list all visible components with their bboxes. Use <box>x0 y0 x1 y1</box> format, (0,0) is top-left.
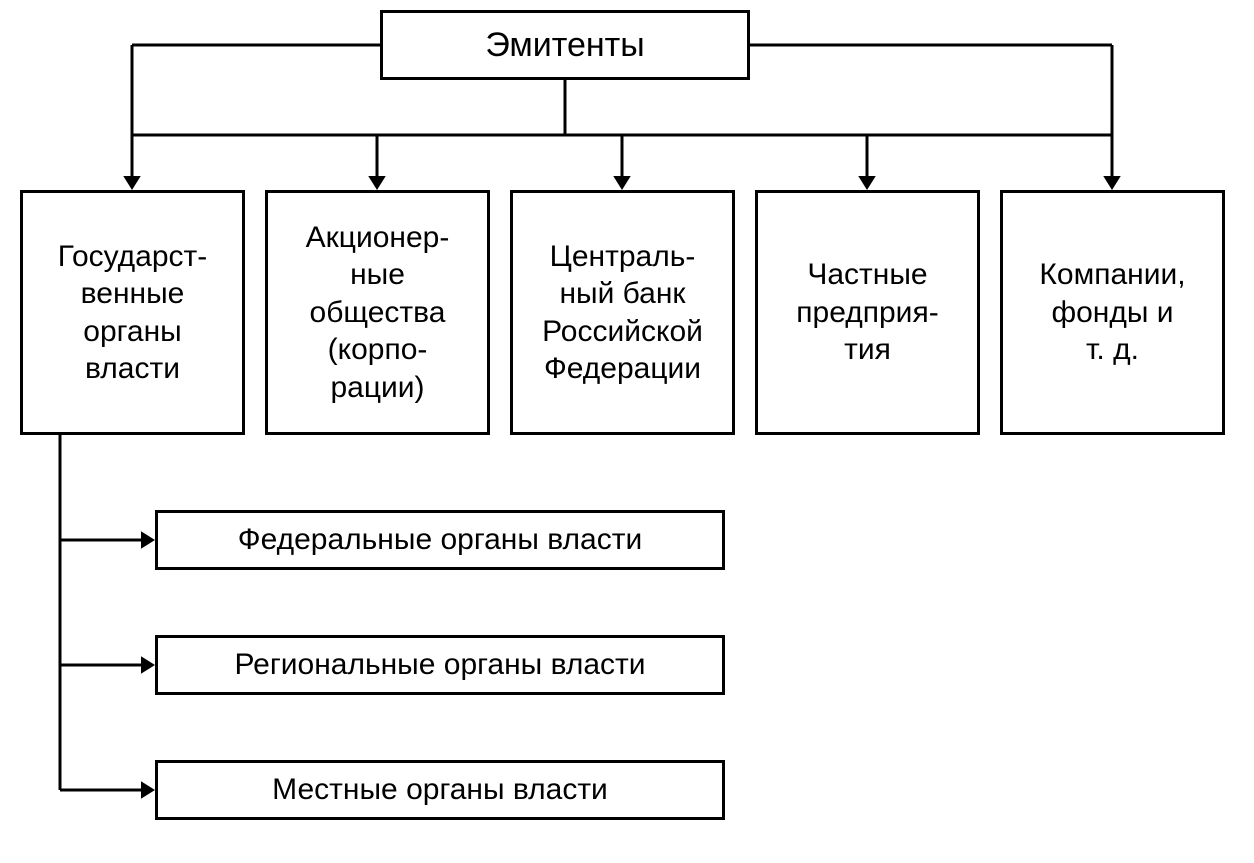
root-box: Эмитенты <box>380 10 750 80</box>
child-box-private: Частныепредприя-тия <box>755 190 980 435</box>
sub-label: Местные органы власти <box>272 771 608 809</box>
child-box-cbr: Централь-ный банкРоссийскойФедерации <box>510 190 735 435</box>
child-box-corp: Акционер-ныеобщества(корпо-рации) <box>265 190 490 435</box>
sub-box-regional: Региональные органы власти <box>155 635 725 695</box>
child-label: Акционер-ныеобщества(корпо-рации) <box>306 219 450 407</box>
sub-label: Региональные органы власти <box>234 646 645 684</box>
root-label: Эмитенты <box>485 24 644 67</box>
sub-box-federal: Федеральные органы власти <box>155 510 725 570</box>
child-label: Централь-ный банкРоссийскойФедерации <box>542 238 703 388</box>
sub-label: Федеральные органы власти <box>238 521 642 559</box>
child-label: Частныепредприя-тия <box>796 256 938 369</box>
child-box-gov: Государст-венныеорганывласти <box>20 190 245 435</box>
child-box-funds: Компании,фонды ит. д. <box>1000 190 1225 435</box>
issuers-diagram: Эмитенты Государст-венныеорганывласти Ак… <box>0 0 1254 863</box>
sub-box-local: Местные органы власти <box>155 760 725 820</box>
child-label: Компании,фонды ит. д. <box>1039 256 1185 369</box>
child-label: Государст-венныеорганывласти <box>58 238 208 388</box>
